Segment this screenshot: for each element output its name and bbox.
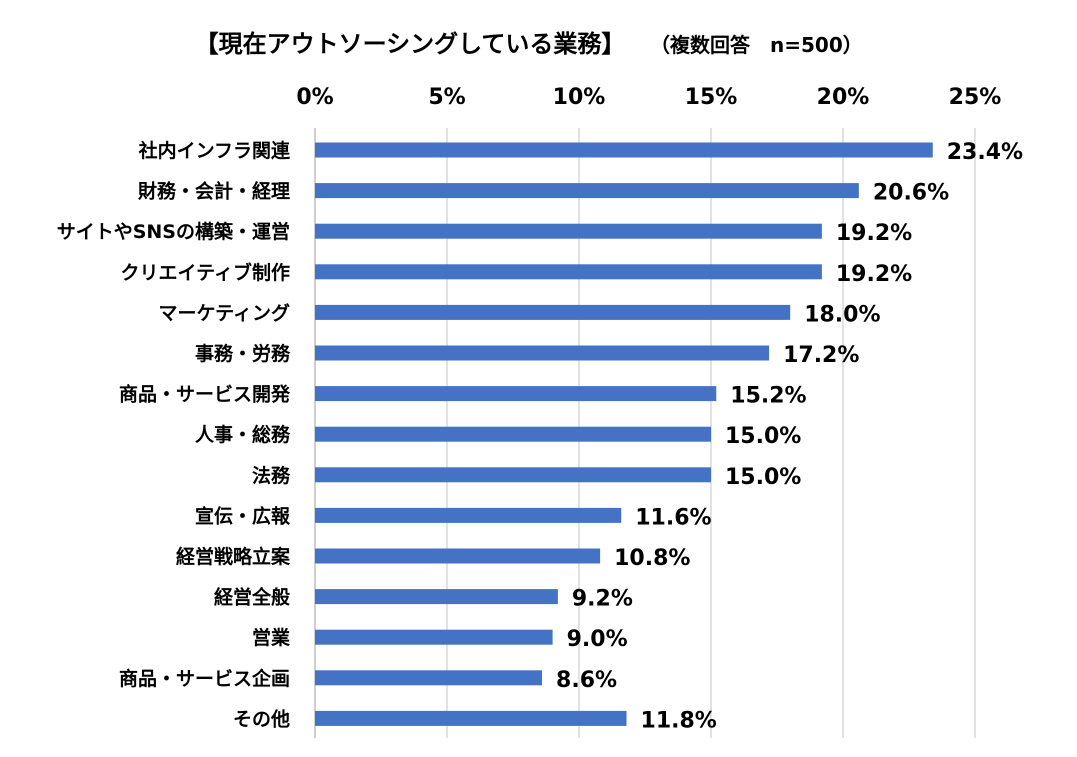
category-label: クリエイティブ制作 bbox=[121, 261, 290, 284]
bar bbox=[315, 507, 622, 523]
data-label: 18.0% bbox=[804, 302, 880, 327]
bar bbox=[315, 183, 859, 199]
category-labels: 社内インフラ関連財務・会計・経理サイトやSNSの構築・運営クリエイティブ制作マー… bbox=[57, 139, 291, 730]
category-label: 社内インフラ関連 bbox=[138, 139, 291, 162]
bar bbox=[315, 345, 770, 361]
data-label: 19.2% bbox=[836, 221, 912, 246]
x-tick-label: 5% bbox=[428, 85, 465, 110]
data-label: 19.2% bbox=[836, 262, 912, 287]
category-label: 営業 bbox=[252, 626, 291, 649]
category-label: 財務・会計・経理 bbox=[138, 180, 290, 203]
chart-title: 【現在アウトソーシングしている業務】 bbox=[195, 30, 626, 58]
data-label: 17.2% bbox=[783, 343, 859, 368]
data-label: 23.4% bbox=[947, 140, 1023, 165]
x-tick-label: 25% bbox=[949, 85, 1002, 110]
data-label: 15.2% bbox=[730, 384, 806, 409]
category-label: 宣伝・広報 bbox=[195, 504, 291, 527]
bar bbox=[315, 467, 711, 483]
bar bbox=[315, 670, 543, 686]
category-label: その他 bbox=[233, 707, 290, 730]
category-label: 法務 bbox=[252, 464, 291, 487]
bar bbox=[315, 142, 933, 158]
data-labels: 23.4% 20.6% 19.2% 19.2% 18.0% 17.2% 15.2% 15.0%… bbox=[556, 140, 1023, 733]
bar bbox=[315, 710, 627, 726]
category-label: 事務・労務 bbox=[195, 342, 291, 365]
bar bbox=[315, 548, 601, 564]
category-label: 商品・サービス開発 bbox=[119, 383, 291, 406]
x-tick-label: 10% bbox=[553, 85, 606, 110]
data-label: 11.8% bbox=[641, 708, 717, 733]
chart-subtitle: （複数回答 n=500） bbox=[650, 33, 863, 57]
data-label: 9.2% bbox=[572, 587, 633, 612]
bar bbox=[315, 304, 791, 320]
bar bbox=[315, 223, 822, 239]
category-label: 人事・総務 bbox=[195, 423, 291, 446]
bar bbox=[315, 386, 717, 402]
data-label: 9.0% bbox=[567, 627, 628, 652]
category-label: 経営全般 bbox=[214, 586, 290, 609]
bar bbox=[315, 589, 558, 605]
bar bbox=[315, 629, 553, 645]
data-label: 8.6% bbox=[556, 668, 617, 693]
data-label: 10.8% bbox=[614, 546, 690, 571]
category-label: マーケティング bbox=[159, 301, 290, 324]
bar bbox=[315, 264, 822, 280]
category-label: 商品・サービス企画 bbox=[119, 667, 290, 690]
category-label: 経営戦略立案 bbox=[176, 545, 291, 568]
data-label: 15.0% bbox=[725, 424, 801, 449]
data-label: 11.6% bbox=[635, 505, 711, 530]
bar bbox=[315, 426, 711, 442]
bars bbox=[315, 142, 933, 726]
x-tick-label: 15% bbox=[685, 85, 738, 110]
x-tick-label: 20% bbox=[817, 85, 870, 110]
category-label: サイトやSNSの構築・運営 bbox=[57, 220, 290, 243]
data-label: 20.6% bbox=[873, 181, 949, 206]
data-label: 15.0% bbox=[725, 465, 801, 490]
x-tick-label: 0% bbox=[296, 85, 333, 110]
x-axis-ticks: 0% 5% 10% 15% 20% 25% bbox=[296, 85, 1001, 110]
